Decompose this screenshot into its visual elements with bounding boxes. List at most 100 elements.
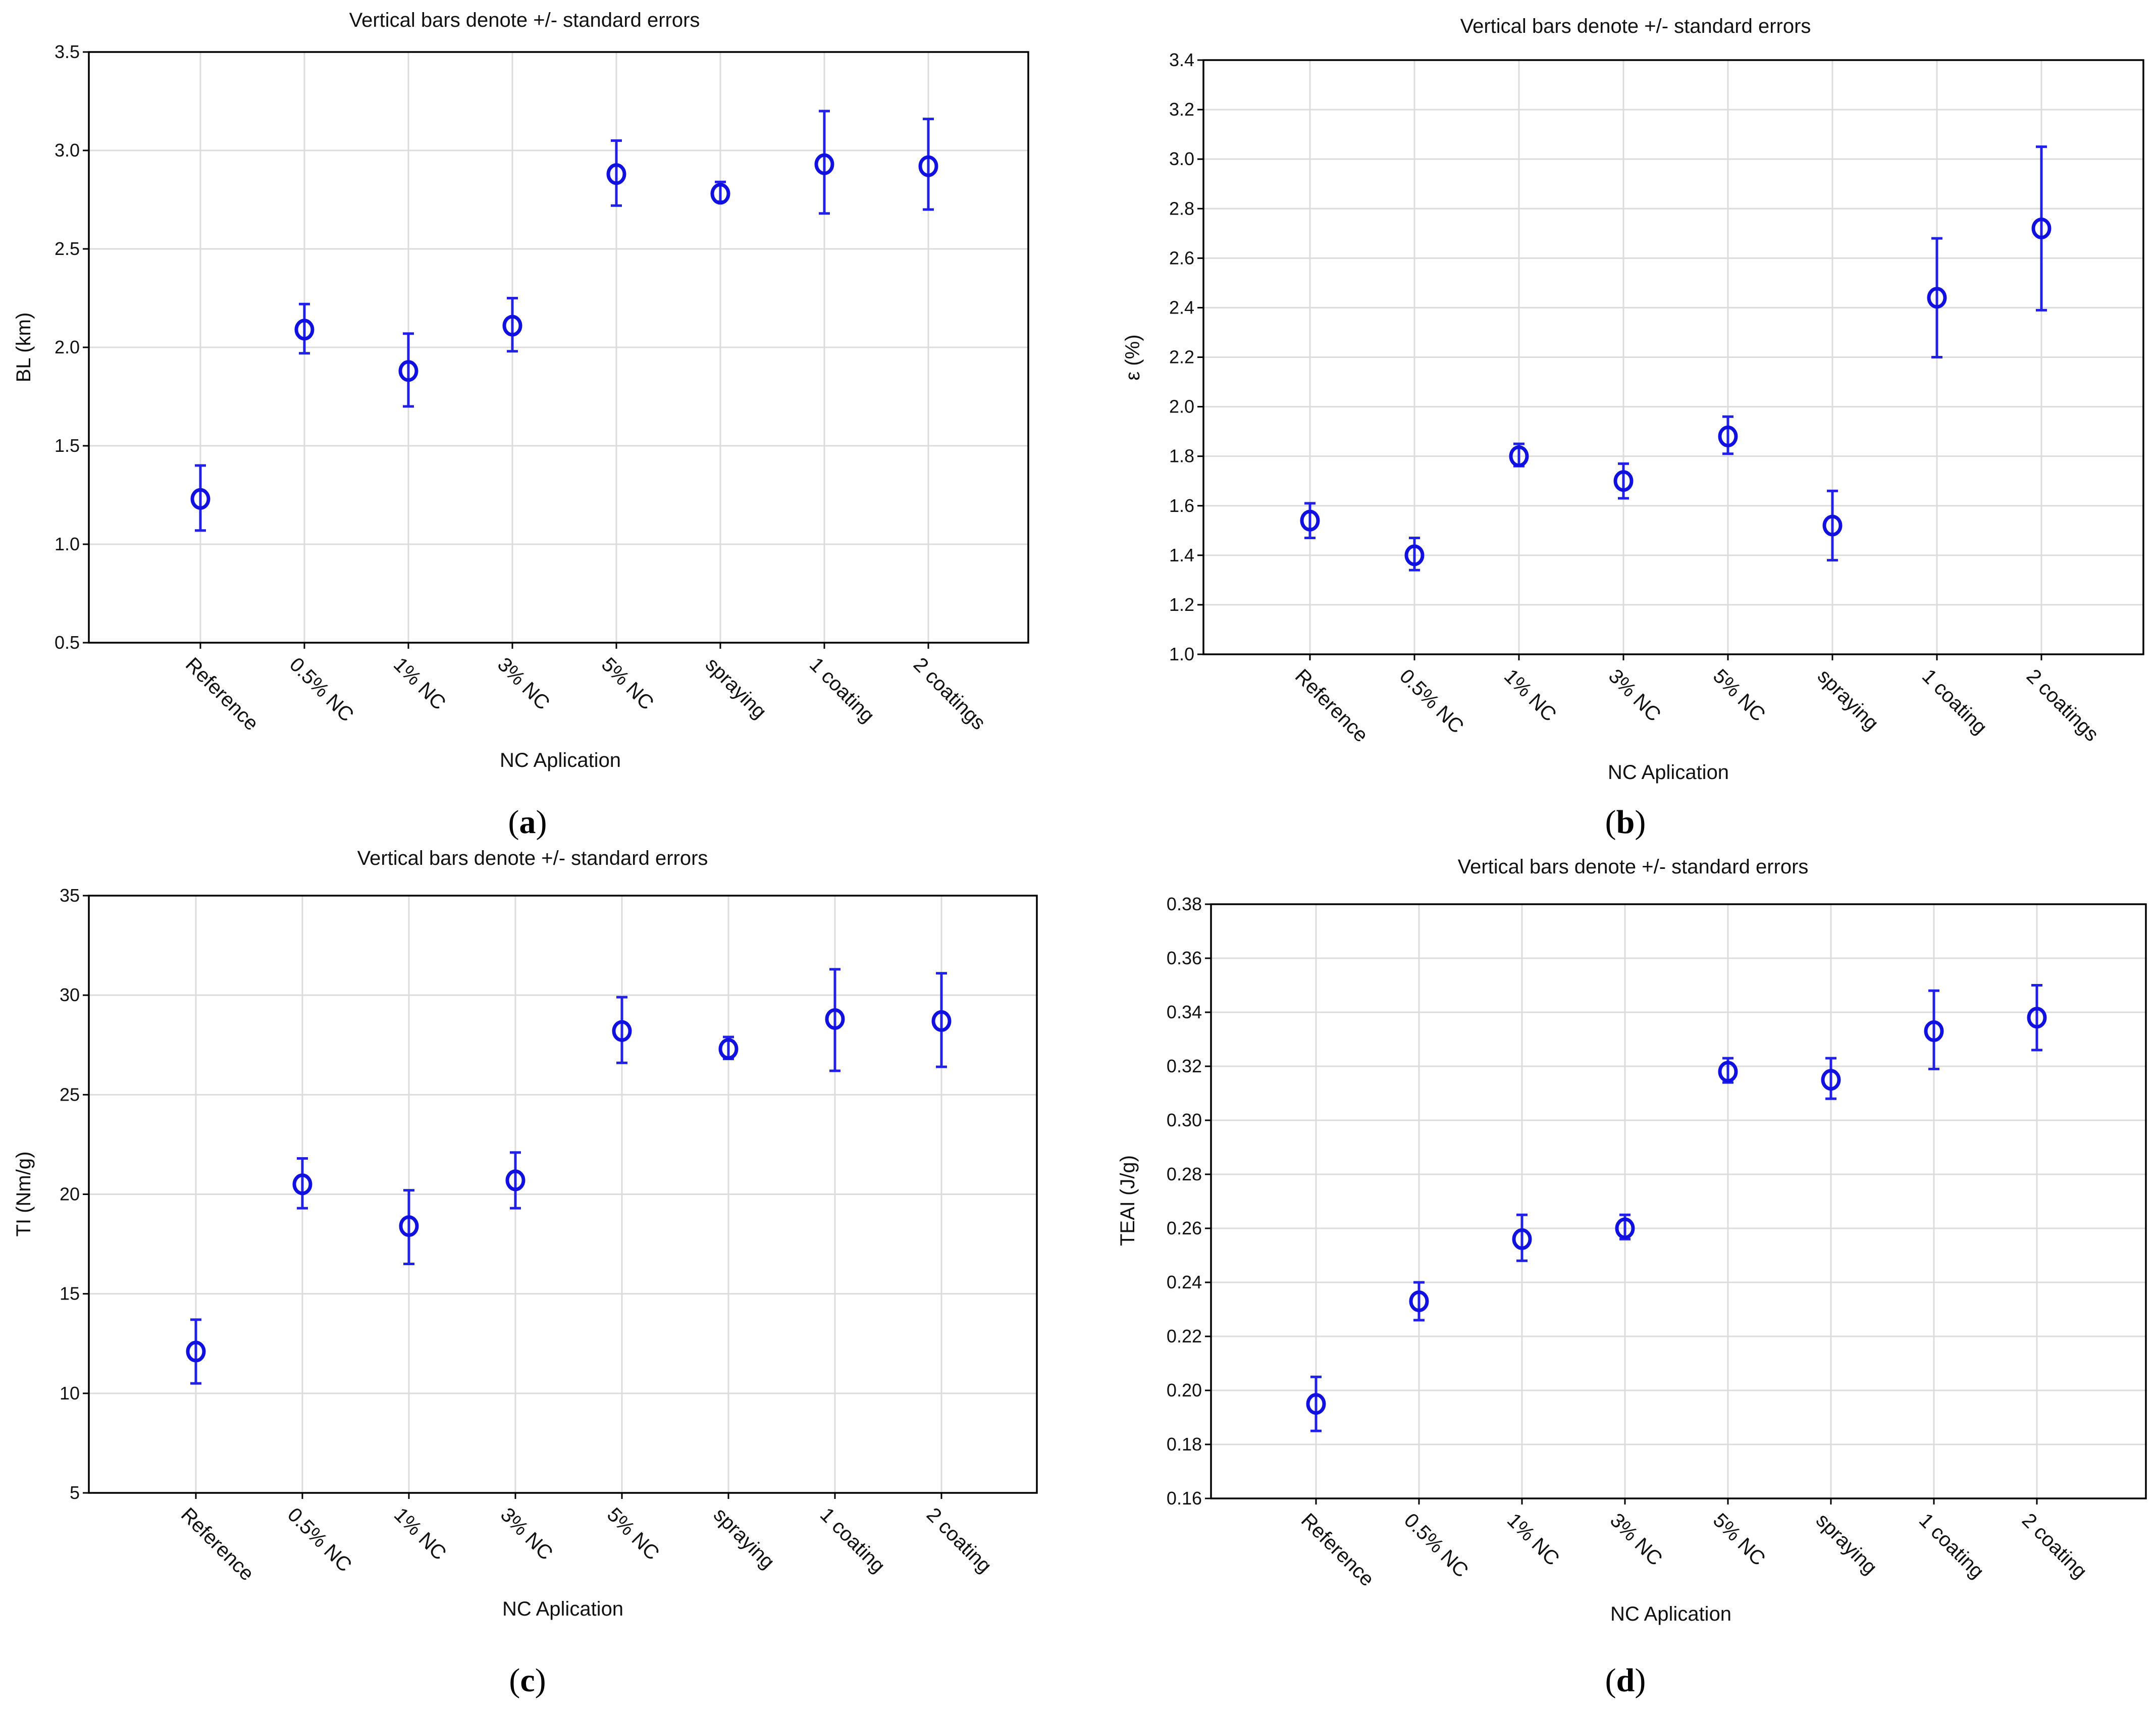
- chart-panel-a: Vertical bars denote +/- standard errors…: [13, 9, 1029, 841]
- y-tick-label: 1.0: [1169, 644, 1194, 664]
- x-tick-label: 5% NC: [1709, 1509, 1770, 1570]
- y-tick-label: 1.5: [55, 435, 80, 456]
- data-point-group: [918, 118, 938, 211]
- data-point-group: [612, 996, 632, 1064]
- y-tick-label: 1.0: [55, 534, 80, 554]
- x-tick-label: Reference: [1291, 665, 1373, 747]
- data-point-group: [2027, 984, 2047, 1052]
- data-point-group: [398, 332, 418, 408]
- y-tick-label: 35: [60, 885, 80, 906]
- data-point-group: [931, 972, 952, 1068]
- data-point: [606, 163, 626, 185]
- data-point-group: [718, 1035, 739, 1060]
- x-axis-label: NC Aplication: [502, 1598, 623, 1620]
- data-point-group: [1924, 989, 1944, 1070]
- y-tick-label: 0.16: [1167, 1488, 1202, 1509]
- x-tick-label: 3% NC: [496, 1503, 557, 1565]
- data-point-group: [1512, 1213, 1532, 1262]
- x-tick-label: 0.5% NC: [283, 1503, 356, 1576]
- y-tick-label: 0.38: [1167, 894, 1202, 914]
- plot-frame: [1210, 903, 2147, 1499]
- data-point-group: [190, 464, 211, 532]
- x-tick-label: spraying: [709, 1503, 779, 1573]
- x-tick-label: 2 coating: [922, 1503, 996, 1577]
- y-axis-label: ε (%): [1122, 334, 1144, 380]
- y-tick-label: 0.30: [1167, 1110, 1202, 1130]
- data-point-group: [1822, 489, 1843, 562]
- x-axis-label: NC Aplication: [1608, 761, 1729, 784]
- data-point: [1822, 514, 1843, 537]
- x-tick-label: 1 coating: [816, 1503, 889, 1577]
- data-point: [190, 488, 211, 510]
- data-point-group: [1509, 442, 1529, 468]
- data-point: [1718, 425, 1738, 447]
- y-tick-label: 1.6: [1169, 495, 1194, 516]
- y-tick-label: 0.24: [1167, 1272, 1202, 1292]
- x-tick-label: Reference: [181, 653, 263, 735]
- y-tick-label: 3.0: [1169, 148, 1194, 169]
- y-tick-label: 30: [60, 984, 80, 1005]
- data-point-group: [1718, 1057, 1738, 1084]
- data-point: [1404, 544, 1425, 566]
- panel-label: (d): [1605, 1662, 1646, 1699]
- chart-panel-c: Vertical bars denote +/- standard errors…: [13, 847, 1038, 1699]
- x-axis-label: NC Aplication: [1610, 1603, 1731, 1625]
- x-tick-label: 1 coating: [1918, 665, 1991, 739]
- data-point-group: [1613, 462, 1634, 500]
- data-point: [1409, 1290, 1429, 1312]
- data-point: [1821, 1069, 1841, 1091]
- y-tick-label: 2.2: [1169, 347, 1194, 368]
- y-tick-label: 15: [60, 1283, 80, 1304]
- panel-label: (a): [508, 804, 547, 841]
- y-axis-label: TI (Nm/g): [13, 1152, 35, 1237]
- y-tick-label: 2.6: [1169, 247, 1194, 268]
- y-tick-label: 10: [60, 1383, 80, 1404]
- data-point: [1615, 1217, 1635, 1239]
- x-tick-label: 1% NC: [1500, 665, 1561, 726]
- data-point: [292, 1173, 312, 1196]
- data-point-group: [1306, 1375, 1326, 1432]
- data-point-group: [502, 297, 522, 353]
- y-tick-label: 2.0: [55, 337, 80, 357]
- data-point: [931, 1010, 952, 1032]
- data-point-group: [399, 1189, 419, 1266]
- data-point-group: [292, 1157, 312, 1210]
- x-tick-label: 5% NC: [597, 653, 658, 714]
- panel-label: (c): [509, 1662, 546, 1699]
- x-tick-label: spraying: [1813, 665, 1883, 735]
- data-point-group: [1927, 237, 1947, 358]
- x-tick-label: 0.5% NC: [1395, 665, 1468, 738]
- chart-panel-b: Vertical bars denote +/- standard errors…: [1122, 15, 2144, 841]
- x-tick-label: spraying: [701, 653, 771, 723]
- x-tick-label: 1% NC: [1503, 1509, 1564, 1570]
- data-point: [825, 1008, 845, 1030]
- data-point: [2027, 1007, 2047, 1029]
- y-tick-label: 2.8: [1169, 198, 1194, 219]
- data-point-group: [2031, 145, 2052, 312]
- data-point: [1718, 1061, 1738, 1083]
- x-tick-label: 2 coating: [2018, 1509, 2091, 1583]
- data-point: [502, 315, 522, 337]
- data-point: [2031, 217, 2052, 239]
- x-tick-label: Reference: [177, 1503, 258, 1585]
- chart-title: Vertical bars denote +/- standard errors: [1460, 15, 1811, 37]
- y-tick-label: 1.2: [1169, 594, 1194, 615]
- y-tick-label: 2.0: [1169, 396, 1194, 417]
- data-point: [814, 153, 834, 175]
- data-point: [718, 1038, 739, 1060]
- y-tick-label: 3.4: [1169, 49, 1194, 70]
- data-point: [186, 1340, 206, 1363]
- data-point: [1306, 1393, 1326, 1415]
- x-tick-label: 1% NC: [389, 653, 450, 714]
- y-tick-label: 3.2: [1169, 99, 1194, 120]
- data-point-group: [825, 968, 845, 1072]
- data-point-group: [1821, 1057, 1841, 1100]
- data-point: [294, 319, 314, 341]
- data-point: [918, 155, 938, 177]
- y-tick-label: 2.4: [1169, 297, 1194, 318]
- data-point: [399, 1215, 419, 1237]
- data-point-group: [186, 1318, 206, 1385]
- x-tick-label: 3% NC: [1604, 665, 1665, 726]
- data-point: [612, 1020, 632, 1042]
- data-point: [1512, 1228, 1532, 1250]
